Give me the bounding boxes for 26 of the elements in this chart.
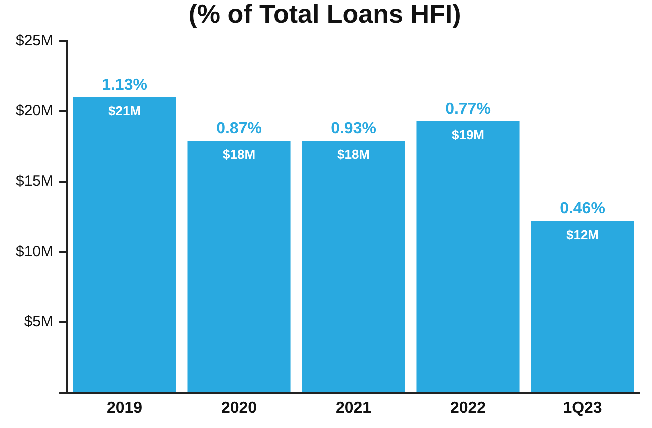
chart-title: (% of Total Loans HFI) (188, 0, 462, 29)
annotation: 0.77% (446, 100, 491, 118)
bar (416, 121, 520, 392)
bar (73, 97, 176, 392)
x-tick-label: 2019 (106, 400, 143, 417)
annotation: 1.13% (102, 76, 148, 94)
bar (531, 221, 634, 392)
x-tick-label: 2020 (221, 400, 258, 417)
y-tick-label: $20M (16, 102, 54, 120)
data-label: $18M (223, 147, 256, 162)
annotation: 0.46% (560, 200, 606, 218)
bar (302, 141, 406, 392)
data-label: $19M (452, 127, 485, 142)
annotation: 0.87% (216, 120, 262, 138)
x-tick-label: 2021 (336, 400, 372, 417)
annotation: 0.93% (331, 120, 376, 138)
y-tick-label: $10M (16, 243, 54, 260)
y-tick-label: $5M (24, 314, 54, 331)
bar (188, 141, 291, 392)
data-label: $12M (566, 227, 600, 242)
data-label: $18M (337, 147, 370, 162)
data-label: $21M (108, 104, 142, 119)
x-tick-label: 1Q23 (563, 400, 602, 417)
y-tick-label: $15M (16, 172, 54, 190)
y-tick-label: $25M (16, 32, 54, 50)
x-tick-label: 2022 (450, 400, 486, 417)
